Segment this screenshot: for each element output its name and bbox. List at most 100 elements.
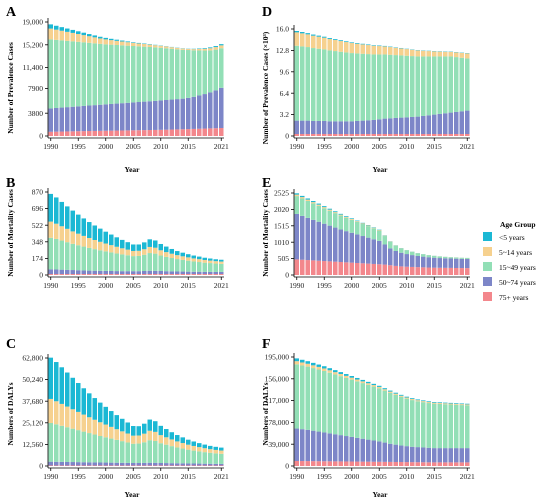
x-tick-label: 1990	[43, 281, 58, 290]
bar-segment	[399, 396, 404, 446]
bar-segment	[360, 133, 366, 136]
bar-segment	[219, 259, 224, 262]
panel-letter-a: A	[6, 5, 17, 20]
bar-segment	[87, 274, 92, 275]
bar-segment	[399, 252, 404, 267]
bar-segment	[197, 128, 202, 136]
bar-segment	[393, 245, 399, 251]
bar-segment	[399, 48, 404, 56]
bar-segment	[98, 274, 103, 275]
y-tick-label: 0	[285, 271, 289, 280]
bar-segment	[448, 112, 454, 134]
y-tick-label: 15,200	[22, 40, 43, 49]
bar-segment	[158, 270, 164, 275]
bar-segment	[65, 406, 70, 428]
bar-segment	[465, 53, 470, 59]
bar-segment	[344, 231, 349, 263]
bar-segment	[65, 242, 70, 270]
bar-segment	[59, 131, 64, 136]
legend: Age Group <5 years 5~14 years 15~49 year…	[483, 220, 536, 302]
bar-segment	[355, 221, 360, 235]
bar-segment	[53, 131, 59, 136]
bar-segment	[437, 51, 443, 57]
bar-segment	[355, 234, 360, 263]
bar-segment	[125, 255, 131, 272]
x-tick-label: 2000	[344, 142, 359, 151]
bar-segment	[81, 270, 87, 275]
bar-segment	[120, 271, 125, 275]
bar-segment	[377, 45, 382, 47]
bar-segment	[316, 120, 322, 134]
panel-letter-c: C	[6, 337, 16, 352]
bar-segment	[382, 442, 388, 462]
bar-segment	[70, 131, 76, 136]
x-tick-label: 1990	[289, 472, 304, 481]
bar-segment	[355, 379, 360, 382]
bar-segment	[322, 120, 327, 134]
bar-segment	[410, 462, 415, 466]
bar-segment	[448, 403, 454, 405]
bar-segment	[360, 383, 366, 439]
bar-segment	[355, 461, 360, 466]
panel-a: A Number of Prevalence Cases Year 0 3800 7…	[6, 5, 229, 174]
bar-segment	[448, 462, 454, 466]
bar-segment	[191, 49, 197, 51]
bar-segment	[311, 219, 316, 261]
panel-c-series-5-14-years	[48, 398, 224, 454]
bar-segment	[316, 366, 322, 370]
bar-segment	[92, 419, 98, 435]
bar-segment	[432, 462, 437, 466]
bar-segment	[76, 245, 81, 271]
bar-segment	[349, 218, 355, 219]
bar-segment	[109, 465, 114, 466]
bar-segment	[92, 434, 98, 463]
bar-segment	[114, 415, 120, 430]
bar-segment	[349, 219, 355, 233]
bar-segment	[142, 462, 147, 466]
bar-segment	[382, 118, 388, 134]
bar-segment	[48, 39, 53, 109]
bar-segment	[448, 258, 454, 268]
y-tick-label: 7900	[28, 84, 43, 93]
bar-segment	[404, 117, 410, 134]
bar-segment	[399, 117, 404, 134]
bar-segment	[316, 35, 322, 37]
x-tick-label: 2005	[126, 472, 141, 481]
panel-b-series-5-years	[48, 193, 224, 262]
bar-segment	[164, 100, 169, 130]
x-tick-label: 2021	[460, 142, 475, 151]
bar-segment	[305, 461, 311, 466]
bar-segment	[48, 237, 53, 270]
bar-segment	[316, 204, 322, 206]
bar-segment	[169, 129, 175, 136]
bar-segment	[426, 133, 432, 136]
bar-segment	[158, 100, 164, 130]
bar-segment	[175, 465, 180, 466]
bar-segment	[92, 239, 98, 250]
bar-segment	[349, 377, 355, 380]
bar-segment	[202, 444, 208, 449]
bar-segment	[311, 133, 316, 136]
bar-segment	[382, 46, 388, 55]
bar-segment	[393, 133, 399, 136]
legend-swatch-75-plus	[483, 292, 492, 301]
bar-segment	[388, 265, 393, 275]
bar-segment	[300, 195, 305, 198]
panel-f: F Numbers of DALYs Year 0 39,000 78,000 117…	[261, 337, 475, 499]
bar-segment	[327, 50, 333, 122]
bar-segment	[344, 377, 349, 437]
bar-segment	[175, 435, 180, 442]
bar-segment	[344, 42, 349, 53]
bar-segment	[180, 465, 186, 466]
panel-c: C Numbers of DALYs Year 0 12,560 25,120 37,…	[6, 337, 229, 499]
y-tick-label: 3800	[28, 109, 43, 118]
bar-segment	[421, 56, 426, 116]
bar-segment	[142, 465, 147, 466]
bar-segment	[316, 369, 322, 432]
bar-segment	[448, 404, 454, 449]
x-tick-label: 1990	[43, 142, 58, 151]
bar-segment	[142, 254, 147, 271]
bar-segment	[465, 259, 470, 269]
bar-segment	[322, 261, 327, 275]
bar-segment	[377, 386, 382, 389]
